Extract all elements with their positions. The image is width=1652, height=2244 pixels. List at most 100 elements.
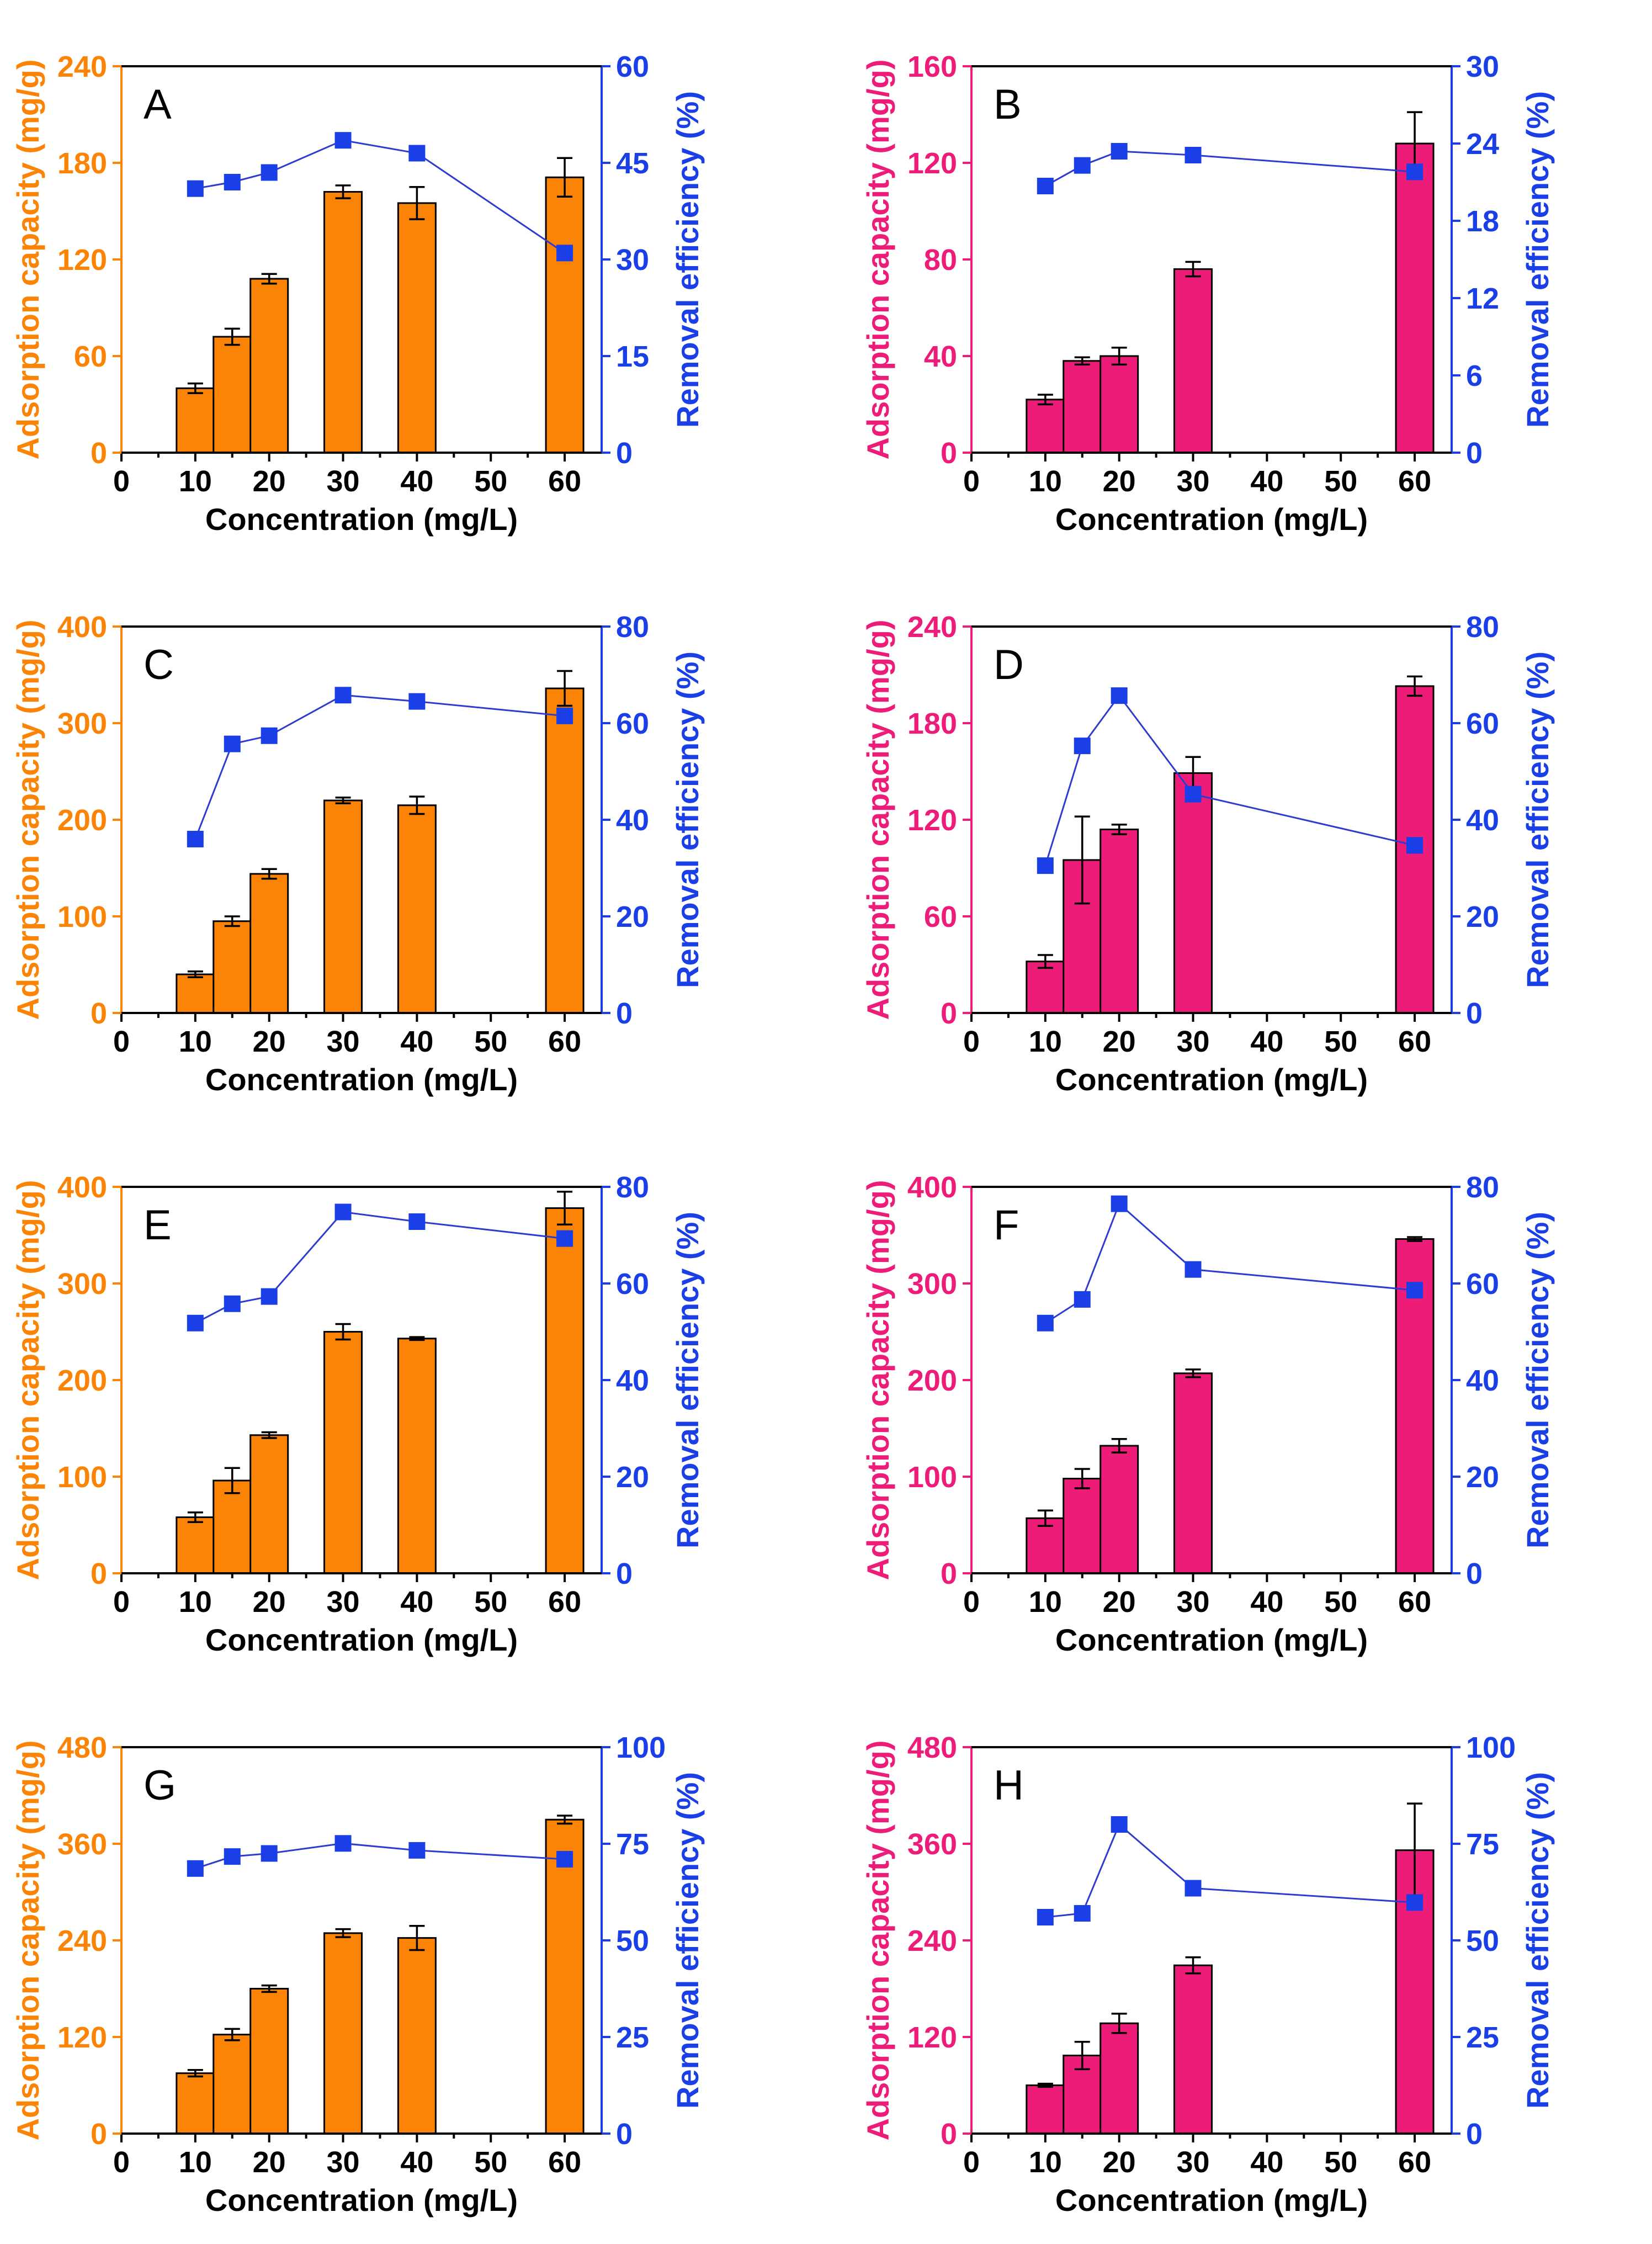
right-tick-label: 24: [1466, 128, 1499, 161]
x-tick-label: 60: [548, 2146, 581, 2179]
x-tick-label: 20: [253, 2146, 286, 2179]
efficiency-marker: [334, 1835, 352, 1852]
bar-series: [176, 1818, 585, 2135]
left-tick-label: 120: [907, 2021, 957, 2054]
x-tick-label: 10: [179, 1025, 212, 1058]
right-tick-label: 100: [616, 1731, 666, 1764]
error-bar: [1111, 824, 1127, 835]
x-tick-label: 20: [253, 465, 286, 498]
error-bar: [409, 1336, 425, 1341]
right-axis-title: Removal efficiency (%): [1520, 651, 1555, 988]
left-axis-title: Adsorption capacity (mg/g): [10, 620, 45, 1020]
x-tick-label: 10: [1029, 1585, 1062, 1619]
efficiency-marker: [1074, 1291, 1091, 1308]
left-tick-label: 400: [907, 1171, 957, 1204]
left-tick-label: 300: [57, 1267, 107, 1301]
efficiency-marker: [187, 1314, 204, 1331]
efficiency-markers: [187, 1835, 573, 1877]
error-bar: [224, 915, 240, 927]
efficiency-marker: [1037, 857, 1054, 874]
x-tick-label: 40: [400, 465, 433, 498]
error-bar: [557, 1191, 573, 1226]
left-tick-label: 0: [941, 1557, 957, 1590]
efficiency-marker: [1111, 143, 1128, 160]
error-bars: [1037, 675, 1423, 969]
efficiency-marker: [224, 1295, 241, 1312]
error-bar: [1074, 2041, 1090, 2071]
error-bars: [187, 1815, 573, 2078]
x-tick-label: 0: [113, 2146, 130, 2179]
right-tick-label: 60: [616, 1267, 649, 1301]
x-tick-label: 30: [1176, 1025, 1209, 1058]
x-tick-label: 50: [474, 1585, 507, 1619]
x-tick-label: 10: [179, 2146, 212, 2179]
efficiency-marker: [1111, 1816, 1128, 1833]
panel-letter: H: [994, 1762, 1024, 1809]
left-tick-label: 180: [907, 707, 957, 740]
bar: [249, 1434, 289, 1574]
right-tick-label: 50: [616, 1924, 649, 1957]
efficiency-marker: [1184, 1880, 1202, 1897]
chart-panel-b: 0 10 20 30 40 50 60 0 40 80 120 160 0 6 12 18 24 30 Concen…: [860, 11, 1634, 537]
error-bar: [1037, 394, 1053, 406]
bar: [1026, 2084, 1065, 2135]
right-tick-label: 40: [616, 1364, 649, 1397]
error-bar: [557, 157, 573, 198]
error-bar: [1037, 954, 1053, 969]
chart-svg: 0 10 20 30 40 50 60 0 100 200 300 400 0 20 40 60 80 Conce…: [10, 611, 705, 1097]
efficiency-marker: [556, 1851, 573, 1868]
bar: [1395, 685, 1435, 1014]
error-bar: [1037, 1509, 1053, 1527]
right-tick-label: 0: [616, 437, 633, 470]
bar-series: [1026, 1238, 1435, 1574]
bar: [323, 1331, 363, 1574]
bar-series: [176, 176, 585, 454]
bar: [1099, 1445, 1139, 1574]
efficiency-marker: [224, 1848, 241, 1865]
error-bar: [1074, 1468, 1090, 1489]
bar-series: [176, 1207, 585, 1574]
error-bar: [1185, 1368, 1201, 1378]
bar: [545, 687, 585, 1014]
left-tick-label: 120: [57, 243, 107, 277]
right-tick-label: 60: [1466, 1267, 1499, 1301]
x-tick-label: 60: [1398, 465, 1431, 498]
bar: [213, 336, 252, 454]
chart-panel-c: 0 10 20 30 40 50 60 0 100 200 300 400 0 20 40 60 80 Conce…: [10, 571, 784, 1097]
right-axis-title: Removal efficiency (%): [670, 91, 705, 428]
left-tick-label: 100: [907, 1461, 957, 1494]
error-bar: [261, 868, 277, 880]
efficiency-line: [195, 139, 565, 254]
left-tick-label: 100: [57, 1461, 107, 1494]
efficiency-marker: [187, 1860, 204, 1877]
bar: [176, 973, 215, 1014]
x-tick-label: 20: [1103, 465, 1136, 498]
right-tick-label: 80: [1466, 611, 1499, 644]
efficiency-marker: [556, 707, 573, 724]
x-axis-title: Concentration (mg/L): [205, 1622, 518, 1657]
right-tick-label: 60: [616, 707, 649, 740]
error-bar: [1407, 675, 1423, 697]
efficiency-markers: [187, 1203, 573, 1331]
bar: [1173, 1964, 1213, 2135]
left-tick-label: 300: [907, 1267, 957, 1301]
bar: [249, 873, 289, 1014]
left-axis-title: Adsorption capacity (mg/g): [860, 60, 895, 460]
right-tick-label: 0: [616, 1557, 633, 1590]
efficiency-markers: [1037, 687, 1423, 874]
bar: [1026, 399, 1065, 454]
bar: [1173, 1372, 1213, 1574]
efficiency-markers: [1037, 143, 1423, 194]
efficiency-line: [1045, 1202, 1415, 1324]
bar: [545, 176, 585, 454]
efficiency-markers: [1037, 1816, 1423, 1925]
error-bar: [1111, 2012, 1127, 2034]
left-tick-label: 100: [57, 900, 107, 933]
x-tick-label: 40: [400, 1025, 433, 1058]
x-tick-label: 50: [1324, 465, 1357, 498]
bar: [397, 804, 437, 1014]
bar: [1173, 772, 1213, 1014]
x-tick-label: 30: [326, 1025, 359, 1058]
efficiency-marker: [334, 1203, 352, 1221]
left-tick-label: 240: [57, 1924, 107, 1957]
